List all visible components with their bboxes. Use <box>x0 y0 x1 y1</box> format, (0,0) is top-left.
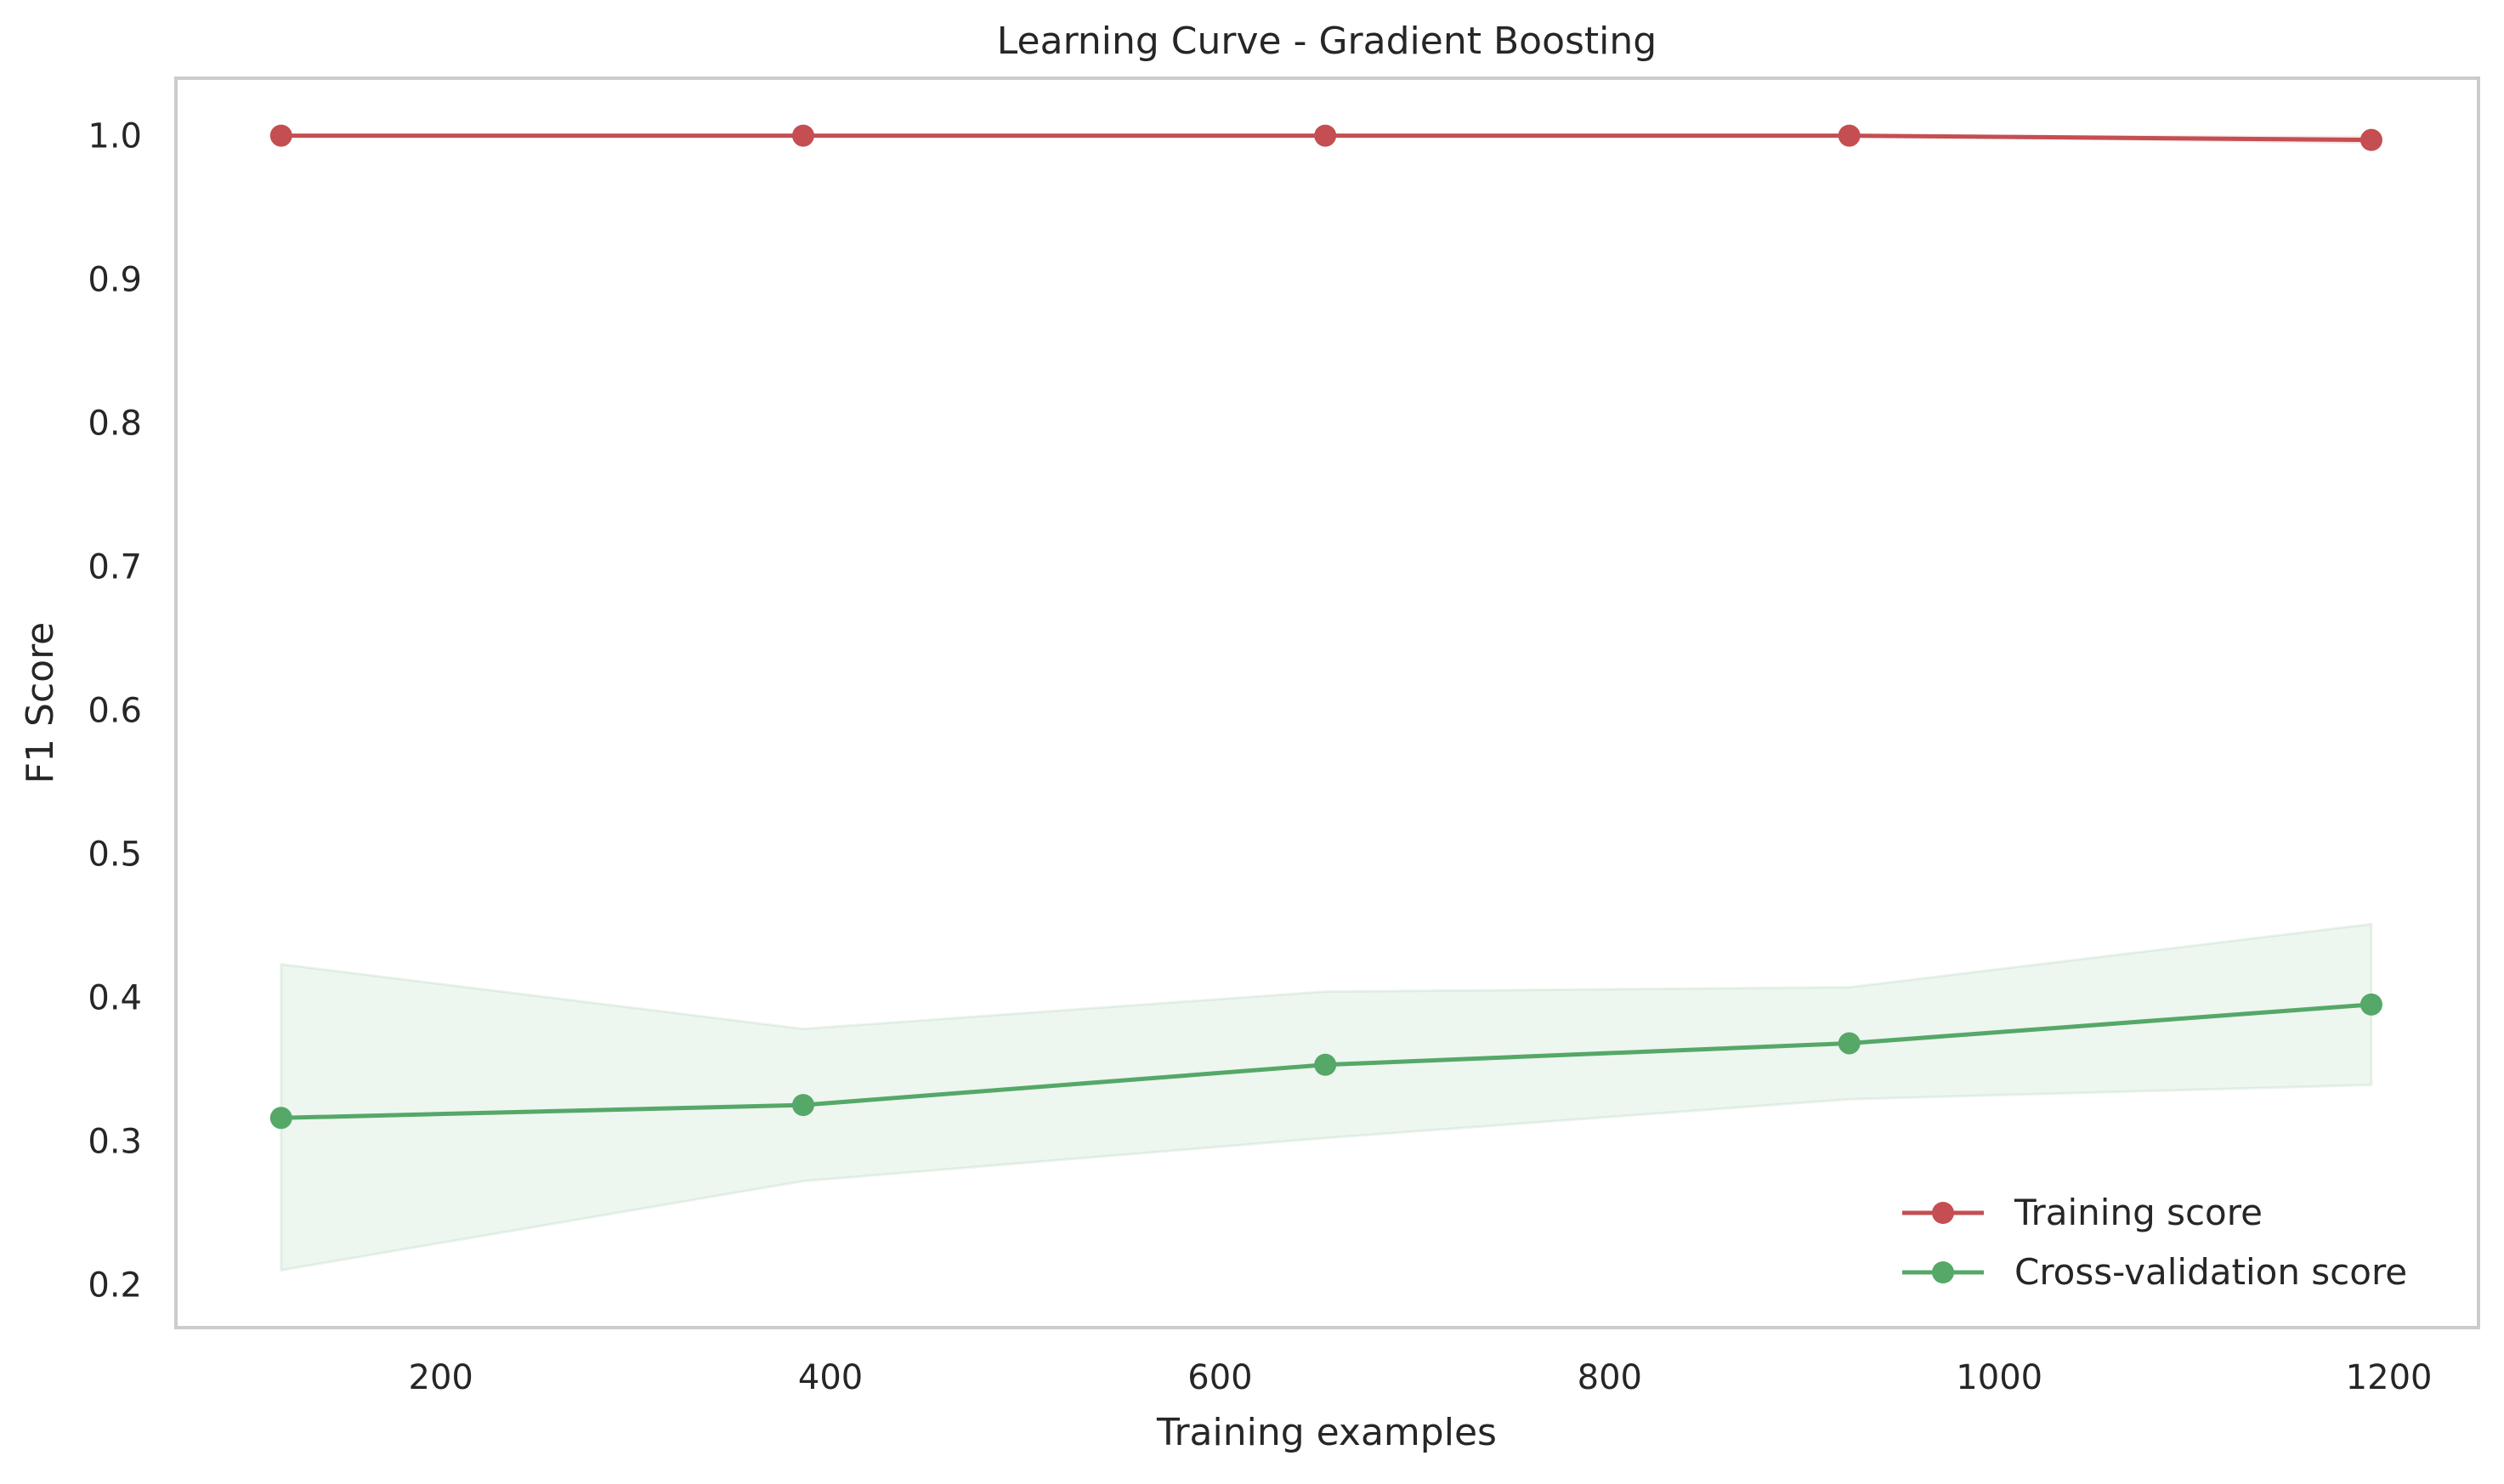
y-tick-label: 0.6 <box>88 691 142 730</box>
x-tick-label: 600 <box>1187 1358 1252 1397</box>
legend-label-cross-validation-score: Cross-validation score <box>2014 1251 2407 1293</box>
cross-validation-score-point <box>1314 1053 1337 1076</box>
y-tick-label: 0.3 <box>88 1122 142 1161</box>
cross-validation-score-point <box>269 1107 292 1130</box>
x-tick-label: 800 <box>1578 1358 1642 1397</box>
plot-frame <box>174 76 2480 1329</box>
legend-label-training-score: Training score <box>2014 1192 2263 1233</box>
legend: Training score Cross-validation score <box>1902 1192 2407 1293</box>
training-score-point <box>1838 124 1861 147</box>
x-tick-label: 400 <box>798 1358 863 1397</box>
cross-validation-score-band <box>280 922 2373 1272</box>
cross-validation-score-point <box>1838 1032 1861 1055</box>
x-axis-label: Training examples <box>1156 1411 1497 1454</box>
legend-marker-training-score <box>1932 1202 1954 1224</box>
y-tick-label: 0.4 <box>88 978 142 1017</box>
y-tick-label: 0.9 <box>88 261 142 300</box>
legend-marker-cross-validation-score <box>1932 1261 1954 1283</box>
cross-validation-score-point <box>2360 993 2382 1016</box>
y-tick-label: 0.2 <box>88 1266 142 1305</box>
chart-title: Learning Curve - Gradient Boosting <box>997 20 1657 63</box>
training-score-point <box>2360 128 2382 151</box>
cross-validation-score-point <box>791 1094 814 1117</box>
y-tick-label: 0.5 <box>88 835 142 874</box>
y-tick-label: 1.0 <box>88 117 142 156</box>
x-tick-label: 1200 <box>2346 1358 2433 1397</box>
y-tick-label: 0.7 <box>88 547 142 586</box>
x-tick-label: 200 <box>409 1358 473 1397</box>
training-score-point <box>791 124 814 147</box>
training-score-point <box>1314 124 1337 147</box>
y-tick-label: 0.8 <box>88 405 142 444</box>
training-score-point <box>269 124 292 147</box>
x-tick-label: 1000 <box>1956 1358 2042 1397</box>
y-axis-label: F1 Score <box>19 622 62 784</box>
